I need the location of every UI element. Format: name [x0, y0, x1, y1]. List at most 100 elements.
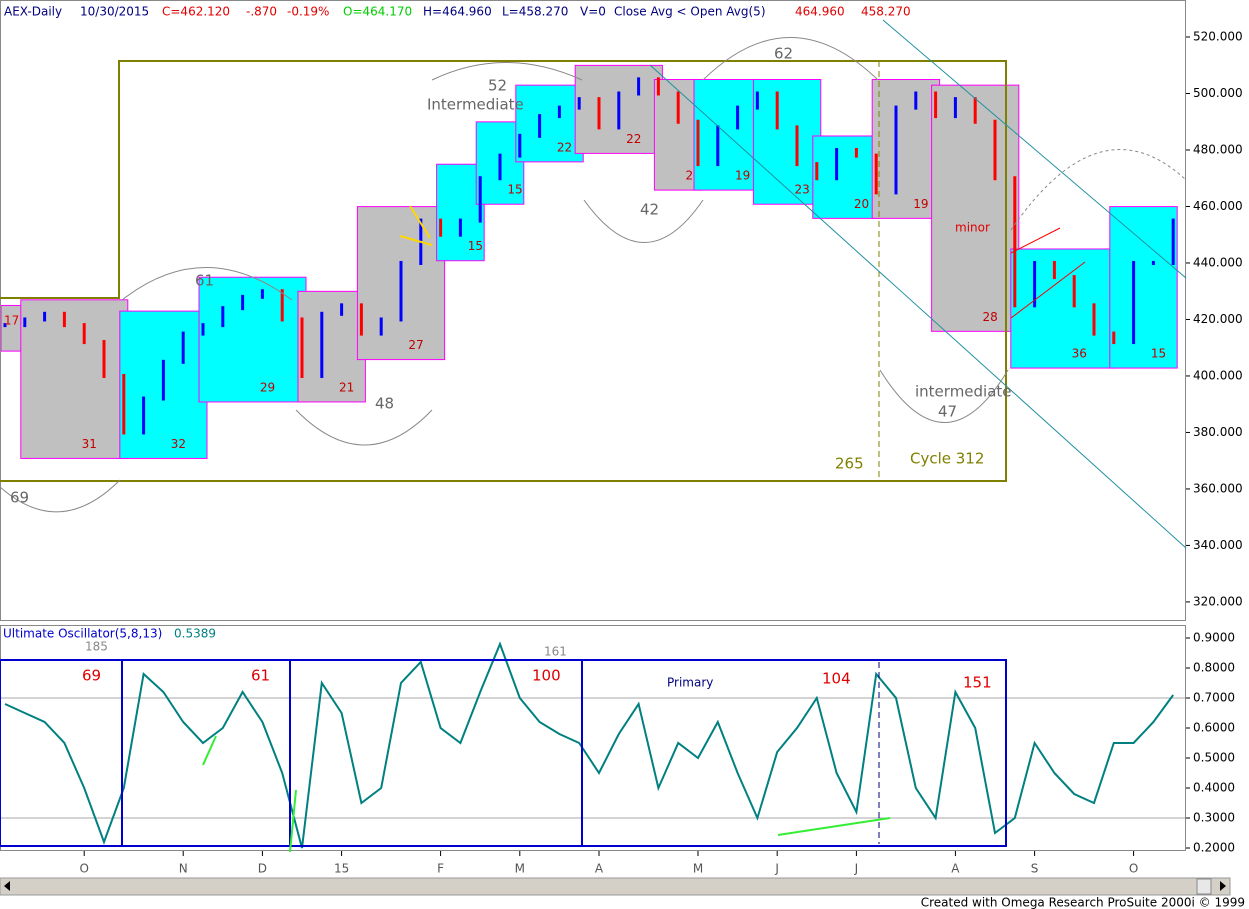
cycle-arc: [295, 409, 433, 446]
x-tick-label: J: [774, 862, 779, 876]
scroll-thumb[interactable]: [1196, 878, 1212, 895]
layout: [0, 0, 1231, 896]
price-bar: [439, 218, 443, 237]
price-bar: [458, 218, 462, 237]
price-bar: [577, 97, 581, 110]
y-tick-label: 420.000: [1193, 312, 1243, 326]
price-bar: [241, 294, 245, 311]
price-bar: [43, 311, 47, 322]
y-tick-label: 0.8000: [1193, 660, 1235, 674]
cycle-label: 31: [82, 437, 97, 451]
price-bar: [142, 396, 146, 435]
cycle-label: 15: [1151, 347, 1166, 361]
price-bar: [854, 147, 858, 158]
wedge-line: [409, 205, 431, 239]
price-bar: [3, 323, 7, 328]
price-bar: [874, 153, 878, 195]
low: L=458.270: [502, 5, 568, 19]
cycle-label: 28: [983, 310, 998, 324]
annotation: 48: [375, 395, 394, 413]
price-bar: [1013, 176, 1017, 308]
price-bar: [62, 311, 66, 328]
scrollbar[interactable]: [0, 877, 1231, 896]
annotation: 161: [544, 645, 567, 659]
annotation: 47: [938, 403, 957, 421]
price-bar: [1033, 260, 1037, 308]
cycle-label: 21: [339, 380, 354, 394]
x-tick-label: J: [854, 862, 859, 876]
price-bar: [82, 323, 86, 345]
y-tick-label: 520.000: [1193, 30, 1243, 44]
x-tick-label: A: [595, 862, 604, 876]
price-panel: [0, 0, 1186, 621]
osc-box: [581, 659, 1007, 847]
price-bar: [201, 323, 205, 336]
change-pct: -0.19%: [287, 5, 329, 19]
price-bar: [894, 105, 898, 195]
x-tick-label: S: [1031, 862, 1039, 876]
price-bar: [676, 91, 680, 124]
y-tick-label: 0.4000: [1193, 780, 1235, 794]
y-tick-label: 500.000: [1193, 86, 1243, 100]
price-bar: [617, 91, 621, 130]
annotation: minor: [955, 221, 990, 235]
annotation: 42: [640, 201, 659, 219]
y-tick-label: 360.000: [1193, 481, 1243, 495]
y-tick-label: 400.000: [1193, 368, 1243, 382]
cycle-box: [20, 299, 129, 459]
price-bar: [716, 125, 720, 167]
wedge-line: [399, 235, 433, 246]
price-bar: [656, 77, 660, 96]
price-bar: [1151, 260, 1155, 265]
price-bar: [953, 97, 957, 119]
annotation: 52: [488, 77, 507, 95]
y-tick-label: 0.2000: [1193, 840, 1235, 854]
divergence-line: [202, 735, 217, 766]
price-bar: [221, 306, 225, 328]
price-bar: [755, 91, 759, 110]
x-tick-label: F: [437, 862, 444, 876]
annotation: 104: [822, 670, 851, 688]
price-bar: [1092, 303, 1096, 336]
annotation: 100: [532, 667, 561, 685]
price-bar: [696, 119, 700, 167]
cycle-label: 29: [260, 380, 275, 394]
cycle-label: 36: [1072, 347, 1087, 361]
annotation: 61: [195, 272, 214, 290]
cond-high: 464.960: [795, 5, 845, 19]
x-tick-label: 15: [334, 862, 349, 876]
cond-low: 458.270: [861, 5, 911, 19]
x-tick-label: D: [258, 862, 267, 876]
price-bar: [597, 97, 601, 130]
y-tick-label: 320.000: [1193, 594, 1243, 608]
annotation: 17: [4, 314, 19, 328]
price-bar: [161, 359, 165, 401]
cycle-box: [931, 84, 1020, 332]
price-bar: [835, 147, 839, 181]
condition: Close Avg < Open Avg(5): [614, 5, 766, 19]
cycle-label: 15: [468, 239, 483, 253]
cycle-box: [515, 84, 584, 163]
high: H=464.960: [423, 5, 492, 19]
price-bar: [320, 311, 324, 378]
divergence-line: [777, 817, 891, 836]
price-bar: [498, 153, 502, 181]
x-tick-label: M: [693, 862, 703, 876]
cycle-label: 23: [794, 183, 809, 197]
price-bar: [637, 77, 641, 96]
annotation: 151: [963, 674, 992, 692]
price-bar: [815, 162, 819, 181]
price-bar: [122, 373, 126, 435]
annotation: Cycle 312: [910, 450, 984, 468]
cycle-arc: [1010, 149, 1187, 231]
price-bar: [359, 303, 363, 336]
price-bar: [478, 176, 482, 223]
x-tick-label: N: [179, 862, 188, 876]
cycle-label: 32: [171, 437, 186, 451]
x-tick-label: M: [515, 862, 525, 876]
price-bar: [795, 125, 799, 167]
y-tick-label: 0.9000: [1193, 630, 1235, 644]
price-bar: [280, 289, 284, 322]
cycle-arc: [702, 37, 879, 81]
cycle-box: [812, 135, 881, 219]
